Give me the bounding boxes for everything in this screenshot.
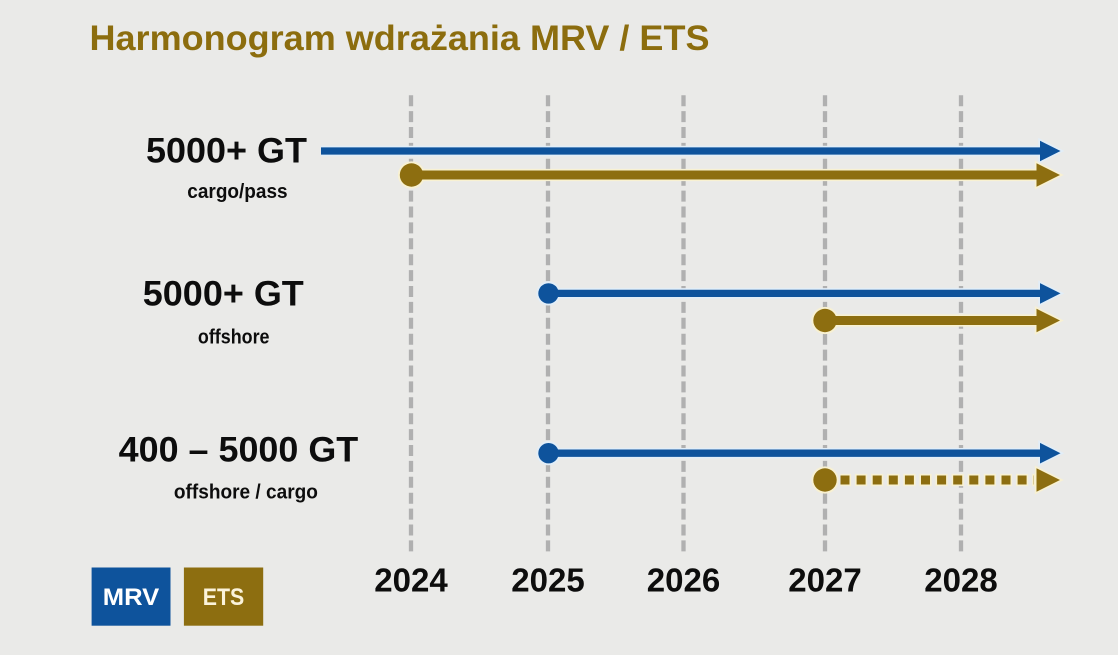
svg-text:ETS: ETS xyxy=(203,584,245,611)
svg-text:MRV: MRV xyxy=(103,584,160,611)
svg-text:2026: 2026 xyxy=(647,562,721,599)
svg-text:2028: 2028 xyxy=(924,562,998,599)
svg-text:400 – 5000 GT: 400 – 5000 GT xyxy=(119,431,359,470)
svg-text:cargo/pass: cargo/pass xyxy=(187,181,287,203)
svg-text:5000+ GT: 5000+ GT xyxy=(146,132,307,171)
svg-text:offshore / cargo: offshore / cargo xyxy=(174,482,318,504)
svg-text:Harmonogram wdrażania MRV / ET: Harmonogram wdrażania MRV / ETS xyxy=(90,19,710,58)
svg-text:2024: 2024 xyxy=(374,562,448,599)
svg-text:2025: 2025 xyxy=(511,562,585,599)
svg-text:5000+ GT: 5000+ GT xyxy=(143,275,304,314)
svg-text:offshore: offshore xyxy=(198,327,270,349)
svg-text:2027: 2027 xyxy=(788,562,862,599)
